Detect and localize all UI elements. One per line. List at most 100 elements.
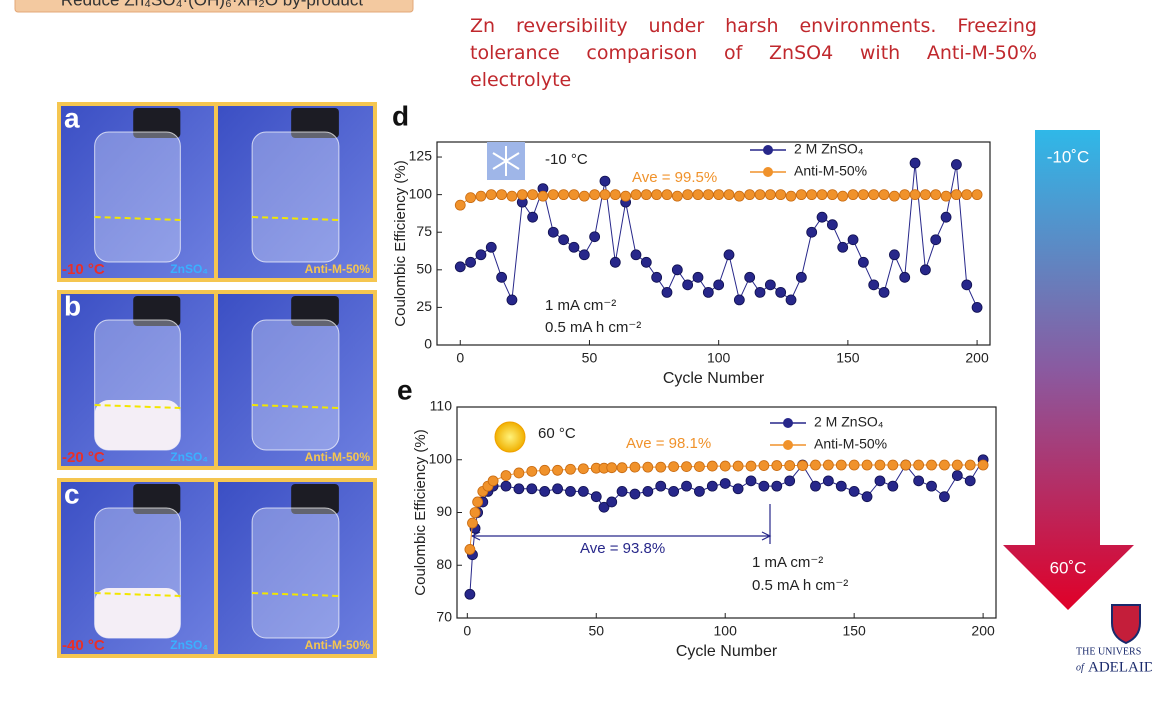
- annotation: Ave = 98.1%: [626, 435, 711, 452]
- data-point: [590, 491, 602, 503]
- data-point: [913, 459, 925, 471]
- y-tick-label: 110: [430, 398, 453, 414]
- data-point: [784, 460, 796, 471]
- annotation: -10 °C: [545, 151, 588, 168]
- data-point: [506, 294, 518, 306]
- data-point: [951, 459, 963, 471]
- data-point: [500, 480, 512, 492]
- header-text: Reduce Zn₄SO₄·(OH)₆·xH₂O by-product: [61, 0, 364, 9]
- annotation: Ave = 93.8%: [580, 540, 665, 557]
- data-point: [487, 475, 499, 487]
- data-point: [961, 279, 973, 291]
- data-point: [939, 491, 950, 503]
- level-line: [252, 404, 339, 409]
- data-point: [771, 460, 783, 471]
- legend-label: Anti-M-50%: [814, 436, 887, 452]
- data-point: [475, 190, 487, 202]
- data-point: [961, 189, 973, 201]
- data-point: [577, 485, 589, 497]
- data-point: [661, 189, 673, 201]
- data-point: [668, 461, 680, 473]
- data-point: [806, 189, 818, 201]
- data-point: [913, 475, 925, 487]
- photo-right-label: Anti-M-50%: [305, 450, 371, 464]
- data-point: [547, 226, 559, 238]
- legend-label: Anti-M-50%: [794, 163, 867, 179]
- data-point: [745, 460, 757, 472]
- level-line: [252, 216, 339, 221]
- data-point: [744, 189, 756, 201]
- data-point: [565, 485, 576, 497]
- data-point: [758, 480, 770, 492]
- data-point: [565, 463, 576, 475]
- legend-label: 2 M ZnSO₄: [814, 414, 884, 430]
- x-tick-label: 50: [588, 623, 604, 639]
- frozen-electrolyte: [94, 400, 181, 450]
- data-point: [745, 475, 757, 487]
- data-point: [795, 189, 807, 201]
- vial: [251, 319, 340, 451]
- data-point: [496, 271, 508, 283]
- logo: THE UNIVERS of ADELAID: [1076, 604, 1152, 675]
- data-point: [713, 189, 725, 201]
- annotation: 1 mA cm⁻²: [545, 297, 616, 314]
- level-line: [252, 592, 339, 597]
- data-point: [671, 190, 683, 202]
- data-point: [723, 249, 735, 261]
- data-point: [899, 189, 911, 201]
- data-point: [951, 470, 963, 481]
- arrow-bottom-label: 60˚C: [1050, 558, 1087, 577]
- data-point: [694, 461, 705, 473]
- panel-letter: e: [397, 374, 413, 405]
- y-tick-label: 100: [429, 450, 453, 466]
- data-point: [516, 189, 528, 201]
- data-point: [810, 480, 821, 492]
- vial-cap: [133, 484, 181, 514]
- data-point: [642, 461, 654, 473]
- photo-temp: -20 °C: [62, 449, 105, 466]
- data-point: [785, 190, 797, 202]
- data-point: [744, 271, 756, 283]
- data-point: [771, 480, 783, 492]
- data-point: [878, 286, 890, 298]
- data-point: [822, 459, 834, 471]
- data-point: [682, 189, 694, 201]
- data-point: [629, 488, 641, 500]
- data-point: [784, 475, 796, 487]
- data-point: [589, 231, 601, 243]
- data-point: [454, 199, 466, 211]
- data-point: [764, 279, 776, 291]
- arrow-top-label: -10˚C: [1047, 147, 1090, 166]
- data-point: [599, 175, 611, 187]
- photo-left-label: ZnSO₄: [170, 262, 208, 276]
- data-point: [500, 470, 512, 481]
- logo-line1: THE UNIVERS: [1076, 646, 1141, 657]
- data-point: [888, 190, 900, 202]
- data-point: [539, 485, 551, 497]
- logo-of: of: [1076, 662, 1085, 673]
- data-point: [857, 189, 869, 201]
- data-point: [506, 190, 518, 202]
- data-point: [681, 480, 692, 492]
- annotation: Ave = 99.5%: [632, 169, 717, 186]
- level-line: [94, 592, 181, 597]
- data-point: [810, 459, 821, 471]
- data-point: [527, 211, 539, 223]
- sun-icon: [494, 421, 526, 453]
- photo-left-label: ZnSO₄: [170, 638, 208, 652]
- data-point: [692, 271, 704, 283]
- data-point: [909, 189, 921, 201]
- data-point: [940, 190, 952, 202]
- data-point: [630, 189, 642, 201]
- data-point: [547, 189, 559, 201]
- data-point: [775, 286, 787, 298]
- frozen-electrolyte: [94, 588, 181, 638]
- data-point: [655, 461, 667, 473]
- x-tick-label: 150: [842, 623, 866, 639]
- x-tick-label: 150: [836, 350, 860, 366]
- annotation: 1 mA cm⁻²: [752, 554, 823, 571]
- data-point: [940, 211, 952, 223]
- data-point: [848, 459, 860, 471]
- photo-left-label: ZnSO₄: [170, 450, 208, 464]
- data-point: [785, 294, 797, 306]
